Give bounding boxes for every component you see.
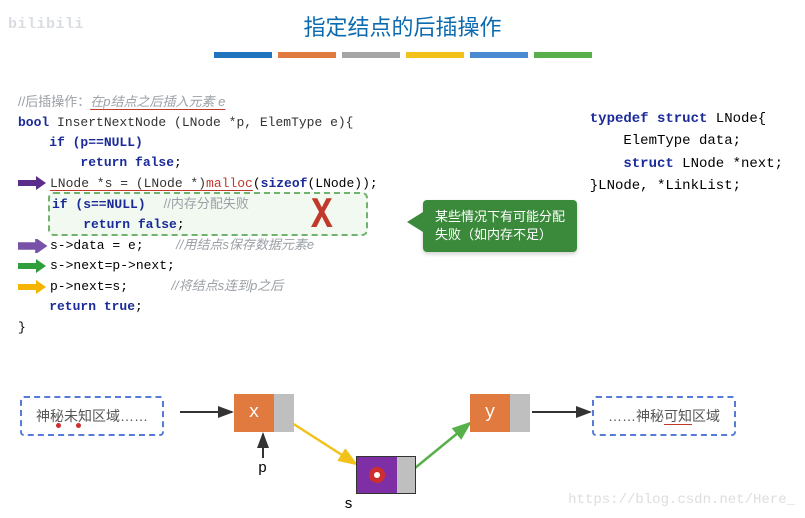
code-close: } xyxy=(18,318,378,338)
struct-l3: struct LNode *next; xyxy=(590,153,783,175)
watermark-top-left: bilibili xyxy=(8,16,84,33)
diagram-box-right: ……神秘可知区域 xyxy=(592,396,736,436)
code-ret3: return true; xyxy=(18,297,378,317)
node-y-data: y xyxy=(470,394,510,432)
linked-list-diagram: 神秘未知区域…… x y p s ……神秘可知区域 xyxy=(20,388,790,508)
node-s xyxy=(356,456,416,494)
node-y-next xyxy=(510,394,530,432)
code-assign2: s->next=p->next; xyxy=(18,256,378,276)
stripe xyxy=(470,52,528,58)
node-x-data: x xyxy=(234,394,274,432)
node-x-next xyxy=(274,394,294,432)
struct-l2: ElemType data; xyxy=(590,130,783,152)
stripe xyxy=(406,52,464,58)
page-title: 指定结点的后插操作 xyxy=(0,10,805,42)
node-s-data xyxy=(357,457,397,493)
arrow-assign1 xyxy=(18,239,48,253)
stripe-bar xyxy=(0,52,805,58)
code-comment-top: //后插操作：在p结点之后插入元素 e xyxy=(18,92,378,113)
node-s-next xyxy=(397,457,415,493)
code-assign3: p->next=s; //将结点s连到p之后 xyxy=(18,276,378,297)
code-assign1: s->data = e; //用结点s保存数据元素e xyxy=(18,235,378,256)
stripe xyxy=(534,52,592,58)
arrow-assign3 xyxy=(18,280,48,294)
code-block: //后插操作：在p结点之后插入元素 e bool InsertNextNode … xyxy=(18,92,378,338)
stripe xyxy=(214,52,272,58)
callout-line2: 失败（如内存不足） xyxy=(435,226,565,244)
code-if1: if (p==NULL) xyxy=(18,133,378,153)
stripe xyxy=(278,52,336,58)
struct-l1: typedef struct LNode{ xyxy=(590,108,783,130)
node-y: y xyxy=(470,394,530,432)
stripe xyxy=(342,52,400,58)
arrow-malloc xyxy=(18,176,48,190)
callout-line1: 某些情况下有可能分配 xyxy=(435,208,565,226)
struct-def: typedef struct LNode{ ElemType data; str… xyxy=(590,108,783,198)
p-label: p xyxy=(258,460,267,477)
diagram-box-left: 神秘未知区域…… xyxy=(20,396,164,436)
arrow-assign2 xyxy=(18,259,48,273)
code-fn-sig: bool InsertNextNode (LNode *p, ElemType … xyxy=(18,113,378,133)
code-ret1: return false; xyxy=(18,153,378,173)
struct-l4: }LNode, *LinkList; xyxy=(590,175,783,197)
s-label: s xyxy=(344,496,353,513)
node-x: x xyxy=(234,394,294,432)
callout-box: 某些情况下有可能分配 失败（如内存不足） xyxy=(423,200,577,252)
